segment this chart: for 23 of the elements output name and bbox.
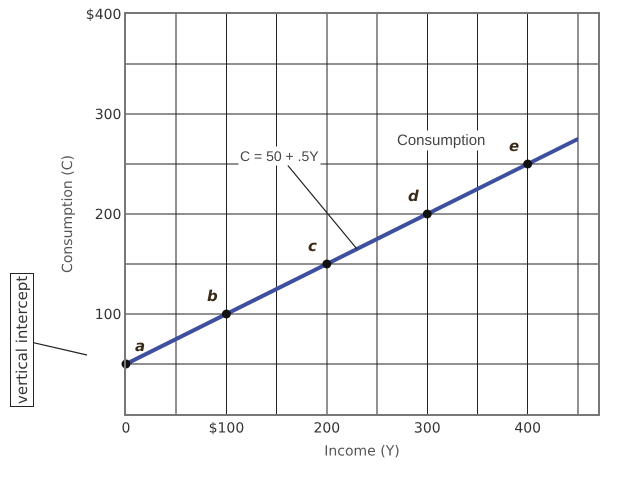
x-tick-label: 0 xyxy=(122,420,130,437)
y-axis-title: Consumption (C) xyxy=(60,155,76,273)
annotation: b xyxy=(207,287,218,305)
point xyxy=(523,160,532,168)
y-tick-label: 100 xyxy=(94,306,122,323)
point xyxy=(222,310,231,318)
annotation: C = 50 + .5Y xyxy=(240,148,320,164)
x-tick-label: 400 xyxy=(514,420,542,437)
point xyxy=(422,210,432,218)
annotation: vertical intercept xyxy=(13,276,31,404)
annotation: e xyxy=(509,137,520,155)
annotation: c xyxy=(308,237,317,255)
x-tick-label: $100 xyxy=(208,420,244,437)
y-tick-label: 200 xyxy=(94,206,122,223)
x-tick-label: 300 xyxy=(414,420,441,437)
y-tick-label: $400 xyxy=(86,6,122,23)
point xyxy=(322,260,332,268)
x-tick-label: 200 xyxy=(313,420,340,437)
x-axis-title: Income (Y) xyxy=(324,443,400,460)
annotation: Consumption xyxy=(397,132,486,149)
annotation: a xyxy=(135,337,146,355)
annotation: d xyxy=(408,187,419,205)
y-tick-label: 300 xyxy=(94,106,122,123)
